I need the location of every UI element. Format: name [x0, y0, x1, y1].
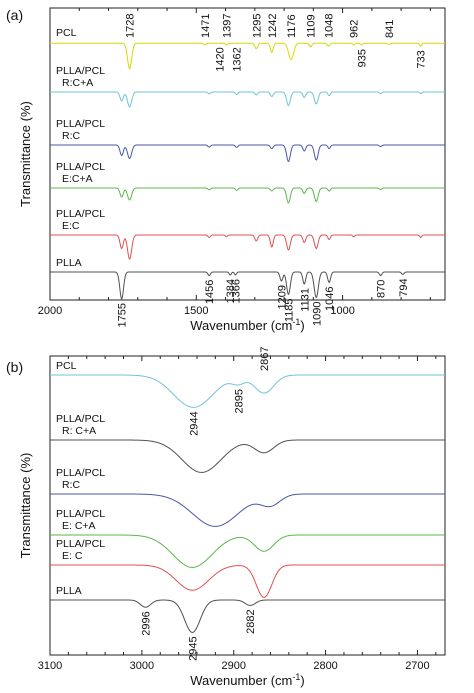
peak-annotation: 733: [416, 50, 428, 68]
peak-annotation: 1209: [276, 285, 288, 309]
spectrum-line-1: [50, 42, 445, 70]
peak-annotation: 1185: [283, 299, 295, 323]
plot-frame: [49, 7, 446, 301]
panel-label: (a): [6, 7, 23, 23]
peak-annotation: 2996: [141, 611, 153, 635]
series-label: PCL: [56, 27, 77, 39]
spectrum-line-2: [50, 439, 445, 473]
spectrum-line-3: [50, 493, 445, 527]
peak-annotation: 1295: [251, 14, 263, 38]
peak-annotation: 1046: [324, 287, 336, 311]
series-label: PLLA/PCL E:C: [56, 208, 105, 232]
peak-annotation: 2882: [245, 609, 257, 633]
peak-annotation: 1728: [125, 14, 137, 38]
panel-label: (b): [6, 359, 23, 375]
peak-annotation: 1471: [200, 14, 212, 38]
x-tick-label: 2000: [38, 305, 62, 317]
spectrum-line-5: [50, 564, 445, 598]
x-tick-label: 1500: [184, 305, 208, 317]
peak-annotation: 1362: [232, 47, 244, 71]
peak-annotation: 1366: [231, 279, 243, 303]
peak-annotation: 1384: [225, 279, 237, 303]
peak-annotation: 1176: [286, 14, 298, 38]
spectrum-line-4: [50, 187, 445, 204]
series-label: PLLA/PCL R: C+A: [56, 413, 105, 437]
peak-annotation: 962: [349, 20, 361, 38]
series-label: PLLA/PCL R:C: [56, 118, 105, 142]
peak-annotation: 794: [398, 278, 410, 296]
peak-annotation: 1090: [311, 302, 323, 326]
peak-annotation: 870: [376, 280, 388, 298]
peak-annotation: 1242: [267, 14, 279, 38]
panel-b: (b) 3100 3000 2900 2800 2700 Wavenumber (cm-1)…: [6, 347, 446, 688]
series-label: PLLA/PCL E: C: [56, 538, 105, 562]
peak-annotation: 935: [357, 49, 369, 67]
spectrum-line-1: [50, 374, 445, 408]
peak-annotation: 2867: [259, 347, 271, 371]
peak-annotation: 1456: [204, 280, 216, 304]
y-axis-label: Transmittance (%): [18, 453, 33, 559]
peak-annotation: 1755: [117, 303, 129, 327]
peak-annotation: 1397: [221, 14, 233, 38]
panel-a: (a) 2000 1500 1000 Wavenumber (cm-1) Transmit…: [6, 7, 446, 333]
x-tick-label: 3000: [130, 660, 154, 672]
peak-annotation: 841: [384, 20, 396, 38]
x-axis-label: Wavenumber (cm-1): [190, 672, 304, 688]
x-tick-label: 2800: [313, 660, 337, 672]
series-label: PLLA/PCL R:C: [56, 467, 105, 491]
plot-frame: [49, 355, 446, 656]
peak-annotation: 1420: [215, 47, 227, 71]
x-tick-label: 2700: [405, 660, 429, 672]
series-label: PLLA: [56, 257, 82, 269]
x-tick-label: 2900: [221, 660, 245, 672]
peak-annotation: 2944: [188, 411, 200, 435]
spectrum-line-6: [50, 271, 445, 301]
peak-annotation: 1131: [299, 288, 311, 312]
peak-annotation: 2945: [187, 636, 199, 660]
spectrum-line-4: [50, 534, 445, 568]
spectrum-line-5: [50, 234, 445, 260]
peak-annotation: 1048: [324, 14, 336, 38]
series-label: PLLA/PCL R:C+A: [56, 65, 105, 89]
spectrum-line-2: [50, 91, 445, 108]
series-label: PCL: [56, 360, 77, 372]
series-label: PLLA: [56, 585, 82, 597]
series-label: PLLA/PCL E:C+A: [56, 161, 105, 185]
x-tick-label: 3100: [38, 660, 62, 672]
y-axis-label: Transmittance (%): [18, 101, 33, 207]
peak-annotation: 1109: [306, 14, 318, 38]
series-label: PLLA/PCL E: C+A: [56, 508, 105, 532]
x-tick-label: 1000: [330, 305, 354, 317]
spectrum-line-3: [50, 144, 445, 162]
x-axis-label: Wavenumber (cm-1): [190, 317, 304, 333]
spectrum-line-6: [50, 599, 445, 633]
peak-annotation: 2895: [233, 389, 245, 413]
